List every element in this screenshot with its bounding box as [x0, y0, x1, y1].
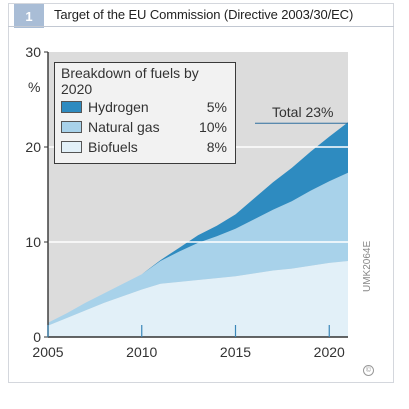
legend-swatch-hydrogen — [61, 101, 82, 113]
legend-label-natural-gas: Natural gas — [88, 119, 160, 135]
legend-label-hydrogen: Hydrogen — [88, 99, 149, 115]
total-annotation: Total 23% — [272, 104, 333, 120]
legend: Breakdown of fuels by 2020 Hydrogen 5% N… — [54, 62, 236, 164]
y-tick-label-20: 20 — [25, 139, 41, 155]
legend-title: Breakdown of fuels by 2020 — [61, 65, 229, 97]
legend-label-biofuels: Biofuels — [88, 139, 138, 155]
legend-value-biofuels: 8% — [207, 139, 227, 155]
x-tick-label-2010: 2010 — [126, 344, 157, 360]
legend-row-biofuels: Biofuels 8% — [61, 138, 229, 157]
x-tick-label-2005: 2005 — [32, 344, 63, 360]
legend-value-hydrogen: 5% — [207, 99, 227, 115]
y-axis-unit: % — [28, 79, 40, 95]
x-tick-label-2020: 2020 — [314, 344, 345, 360]
legend-row-natural-gas: Natural gas 10% — [61, 118, 229, 137]
legend-swatch-biofuels — [61, 141, 82, 153]
legend-value-natural-gas: 10% — [199, 119, 227, 135]
y-tick-label-30: 30 — [25, 44, 41, 60]
y-tick-label-0: 0 — [33, 329, 41, 345]
x-tick-label-2015: 2015 — [220, 344, 251, 360]
legend-row-hydrogen: Hydrogen 5% — [61, 98, 229, 117]
legend-swatch-natural-gas — [61, 121, 82, 133]
watermark-code: UMK2064E — [362, 241, 373, 292]
copyright-icon: © — [363, 365, 374, 376]
y-tick-label-10: 10 — [25, 234, 41, 250]
